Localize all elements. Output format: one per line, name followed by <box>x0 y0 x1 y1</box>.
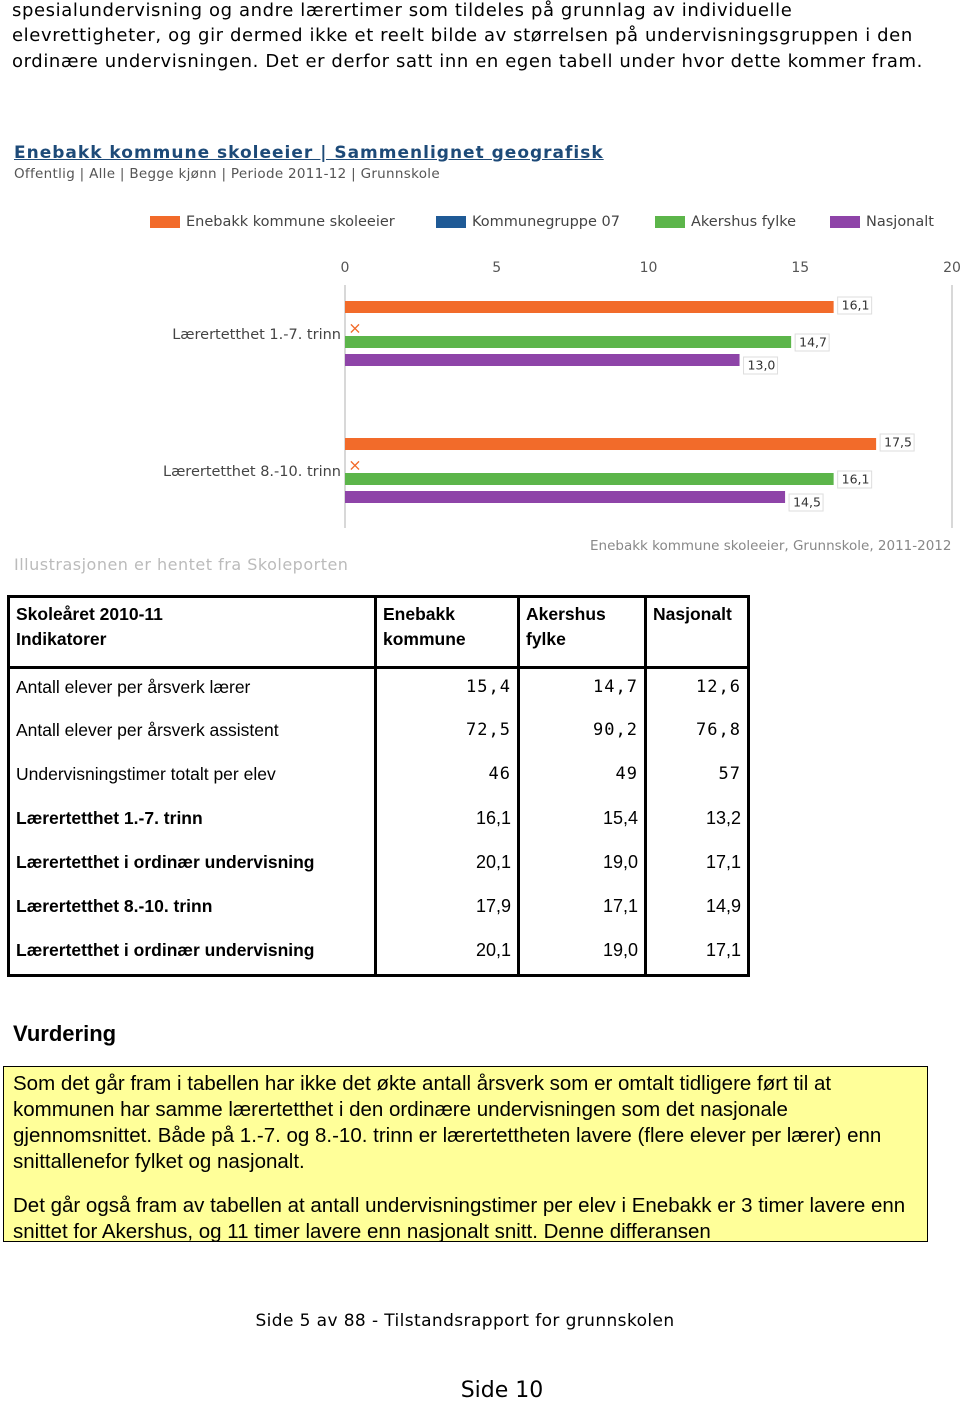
table-row: Lærertetthet 8.-10. trinn 17,9 17,1 14,9 <box>7 887 749 932</box>
missing-marker: × <box>348 319 361 338</box>
value-label-group: 14,5 <box>788 493 824 512</box>
value-label-box <box>837 470 873 489</box>
value-cell: 12,6 <box>644 667 749 712</box>
label-cell: Undervisningstimer totalt per elev <box>7 755 376 800</box>
x-tick-label: 0 <box>341 260 350 276</box>
value-cell: 16,1 <box>374 799 519 844</box>
table-row: Lærertetthet 1.-7. trinn 16,1 15,4 13,2 <box>7 799 749 844</box>
value-label-group: 17,5 <box>879 433 915 452</box>
value-cell: 13,2 <box>644 799 749 844</box>
value-cell: 19,0 <box>517 931 646 976</box>
caption: Illustrasjonen er hentet fra Skoleporten <box>14 555 349 574</box>
legend-swatch <box>436 216 466 228</box>
value-cell: 76,8 <box>644 711 749 756</box>
value-label-box <box>743 356 779 375</box>
value-cell: 46 <box>374 755 519 800</box>
chart-subtitle: Offentlig | Alle | Begge kjønn | Periode… <box>14 166 440 182</box>
header-cell: Enebakk kommune <box>374 596 519 669</box>
paragraph: Det går også fram av tabellen at antall … <box>13 1194 906 1242</box>
chart-title: Enebakk kommune skoleeier | Sammenlignet… <box>14 143 604 163</box>
value-cell: 17,1 <box>644 843 749 888</box>
value-cell: 20,1 <box>374 931 519 976</box>
bar <box>345 301 834 313</box>
section-heading: Vurdering <box>13 1021 117 1046</box>
value-cell: 17,1 <box>517 887 646 932</box>
label-cell: Antall elever per årsverk assistent <box>7 711 376 756</box>
value-label-box <box>788 493 824 512</box>
value-label-box <box>879 433 915 452</box>
x-tick-label: 15 <box>791 260 809 276</box>
label-cell: Lærertetthet i ordinær undervisning <box>7 843 376 888</box>
value-cell: 14,9 <box>644 887 749 932</box>
value-label-box <box>794 333 830 352</box>
bar <box>345 491 786 503</box>
value-label: 14,7 <box>799 335 827 350</box>
value-label-group: 16,1 <box>837 296 873 315</box>
header-text: Skoleåret 2010-11 <box>16 604 163 624</box>
value-label-box <box>837 296 873 315</box>
legend-label: Nasjonalt <box>866 214 934 230</box>
value-cell: 17,1 <box>644 931 749 976</box>
data-table: Skoleåret 2010-11 Indikatorer Enebakk kom… <box>7 595 750 977</box>
x-tick-label: 10 <box>640 260 658 276</box>
x-tick-label: 5 <box>492 260 501 276</box>
bar <box>345 354 740 366</box>
header-text: Indikatorer <box>16 629 107 649</box>
intro-line: ordinære undervisningen. Det er derfor s… <box>12 51 923 72</box>
category-label: Lærertetthet 8.-10. trinn <box>163 464 341 480</box>
label-cell: Lærertetthet 1.-7. trinn <box>7 799 376 844</box>
legend-label: Enebakk kommune skoleeier <box>186 214 395 230</box>
value-cell: 14,7 <box>517 667 646 712</box>
label-cell: Lærertetthet 8.-10. trinn <box>7 887 376 932</box>
value-cell: 72,5 <box>374 711 519 756</box>
intro-line: elevrettigheter, og gir dermed ikke et r… <box>12 25 913 46</box>
table-row: Antall elever per årsverk assistent 72,5 9… <box>7 711 749 756</box>
chart: Enebakk kommune skoleeier Kommunegruppe 0… <box>150 214 960 554</box>
value-cell: 57 <box>644 755 749 800</box>
value-label-group: 14,7 <box>794 333 830 352</box>
table-row: Antall elever per årsverk lærer 15,4 14,7 1… <box>7 667 749 712</box>
legend-swatch <box>150 216 180 228</box>
missing-marker: × <box>348 456 361 475</box>
value-cell: 20,1 <box>374 843 519 888</box>
chart-source: Enebakk kommune skoleeier, Grunnskole, 2… <box>590 538 951 554</box>
legend-swatch <box>655 216 685 228</box>
value-label-group: 13,0 <box>743 356 779 375</box>
value-label: 13,0 <box>748 358 776 373</box>
value-label: 16,1 <box>842 472 870 487</box>
value-label-group: 16,1 <box>837 470 873 489</box>
intro-line: spesialundervisning og andre lærertimer … <box>12 0 793 21</box>
header-cell: Nasjonalt <box>644 596 749 669</box>
table-row: Lærertetthet i ordinær undervisning 20,1 1… <box>7 843 749 888</box>
label-cell: Antall elever per årsverk lærer <box>7 667 376 712</box>
label-cell: Lærertetthet i ordinær undervisning <box>7 931 376 976</box>
table-row: Undervisningstimer totalt per elev 46 49 57 <box>7 755 749 800</box>
footer: Side 5 av 88 - Tilstandsrapport for grun… <box>255 1311 675 1331</box>
value-label: 14,5 <box>793 495 821 510</box>
page-number: Side 10 <box>460 1378 544 1403</box>
value-cell: 15,4 <box>517 799 646 844</box>
value-cell: 15,4 <box>374 667 519 712</box>
bar <box>345 336 792 348</box>
bar <box>345 438 877 450</box>
value-cell: 90,2 <box>517 711 646 756</box>
legend-label: Akershus fylke <box>691 214 796 230</box>
value-label: 17,5 <box>884 435 912 450</box>
legend-label: Kommunegruppe 07 <box>472 214 620 230</box>
category-label: Lærertetthet 1.-7. trinn <box>172 327 341 343</box>
x-tick-label: 20 <box>943 260 960 276</box>
value-cell: 49 <box>517 755 646 800</box>
value-label: 16,1 <box>842 298 870 313</box>
bar <box>345 473 834 485</box>
header-cell: Akershus fylke <box>517 596 646 669</box>
assessment-box: Som det går fram i tabellen har ikke det… <box>3 1066 928 1242</box>
paragraph: Som det går fram i tabellen har ikke det… <box>13 1072 882 1173</box>
header-cell: Skoleåret 2010-11 Indikatorer <box>7 596 376 669</box>
table-row: Lærertetthet i ordinær undervisning 20,1 1… <box>7 931 749 976</box>
value-cell: 19,0 <box>517 843 646 888</box>
value-cell: 17,9 <box>374 887 519 932</box>
legend-swatch <box>830 216 860 228</box>
